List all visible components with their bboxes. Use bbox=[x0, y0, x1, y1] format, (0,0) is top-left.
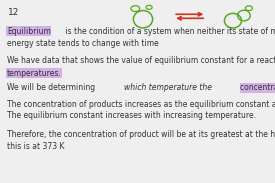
Text: which temperature the: which temperature the bbox=[124, 83, 214, 92]
Text: temperatures.: temperatures. bbox=[7, 69, 62, 78]
Text: The equilibrium constant increases with increasing temperature.: The equilibrium constant increases with … bbox=[7, 111, 256, 120]
Text: We will be determining: We will be determining bbox=[7, 83, 97, 92]
Text: The concentration of products increases as the equilibrium constant also increas: The concentration of products increases … bbox=[7, 100, 275, 109]
Text: energy state tends to change with time: energy state tends to change with time bbox=[7, 39, 159, 48]
Text: We have data that shows the value of equilibrium constant for a reaction at: We have data that shows the value of equ… bbox=[7, 56, 275, 65]
Text: concentration of product is at its greatest.: concentration of product is at its great… bbox=[240, 83, 275, 92]
Text: 12: 12 bbox=[8, 8, 20, 17]
Text: Equilibrium: Equilibrium bbox=[7, 27, 51, 36]
Text: Therefore, the concentration of product will be at its greatest at the highest t: Therefore, the concentration of product … bbox=[7, 130, 275, 139]
Text: this is at 373 K: this is at 373 K bbox=[7, 142, 64, 151]
Text: is the condition of a system when neither its state of motion nor its internal: is the condition of a system when neithe… bbox=[64, 27, 275, 36]
